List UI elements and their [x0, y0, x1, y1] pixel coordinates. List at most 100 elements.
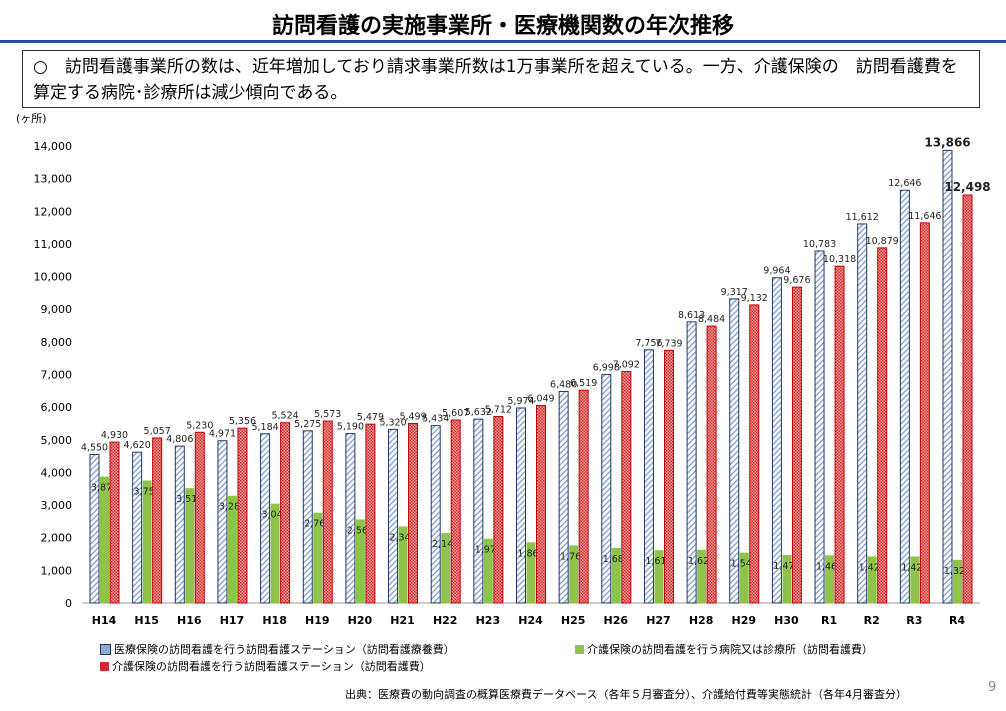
data-label: 5,479	[357, 412, 384, 423]
bar-medical-station	[729, 298, 740, 604]
bar-care-station	[749, 304, 760, 604]
data-label: 5,573	[314, 409, 341, 420]
bar-care-station	[109, 441, 120, 604]
data-label: 10,783	[803, 239, 836, 250]
bar-medical-station	[686, 321, 697, 604]
data-label: 2,345	[389, 532, 416, 543]
data-label: 2,561	[347, 525, 374, 536]
y-axis-unit: (ヶ所)	[16, 112, 47, 125]
data-label: 5,320	[379, 417, 406, 428]
data-label: 9,964	[763, 266, 790, 277]
data-label: 2,767	[304, 519, 331, 530]
bar-care-station	[706, 325, 717, 604]
data-label: 6,998	[593, 363, 620, 374]
bar-care-hospital	[142, 480, 152, 603]
y-tick-label: 4,000	[41, 466, 73, 479]
data-label: 5,434	[422, 414, 449, 425]
x-tick-label: R1	[821, 614, 837, 627]
data-label: 10,879	[866, 236, 899, 247]
data-label: 7,739	[655, 338, 682, 349]
bar-care-station	[877, 247, 888, 604]
data-label: 11,646	[908, 211, 941, 222]
bar-medical-station	[771, 277, 782, 604]
data-label: 5,974	[507, 396, 534, 407]
bar-care-hospital	[697, 549, 707, 603]
bar-care-hospital	[313, 512, 323, 603]
source-note: 出典：医療費の動向調査の概算医療費データベース（各年５月審査分）、介護給付費等実…	[345, 688, 907, 701]
bar-care-hospital	[441, 533, 451, 603]
data-label: 5,712	[485, 405, 512, 416]
data-label: 1,428	[859, 562, 886, 573]
x-tick-label: H26	[604, 614, 629, 627]
bar-care-hospital	[355, 519, 365, 603]
bar-care-station	[791, 286, 802, 604]
legend-label: 介護保険の訪問看護を行う訪問看護ステーション（訪問看護費）	[112, 660, 431, 673]
data-label: 3,752	[134, 487, 161, 498]
bar-care-hospital	[825, 555, 835, 603]
x-tick-label: H27	[646, 614, 671, 627]
data-label: 1,687	[603, 554, 630, 565]
bar-care-station	[237, 427, 248, 604]
legend-label: 医療保険の訪問看護を行う訪問看護ステーション（訪問看護療養費）	[114, 643, 455, 656]
data-label: 3,044	[261, 510, 288, 521]
bar-medical-station	[89, 453, 100, 604]
bar-care-station	[919, 222, 930, 604]
x-tick-label: H20	[348, 614, 373, 627]
data-label: 5,184	[251, 422, 278, 433]
y-tick-label: 11,000	[34, 238, 73, 251]
data-label: 5,190	[337, 422, 364, 433]
data-label: 8,484	[698, 314, 725, 325]
bar-care-hospital	[867, 556, 877, 603]
data-label: 1,617	[645, 556, 672, 567]
legend-label: 介護保険の訪問看護を行う病院又は診療所（訪問看護費）	[587, 643, 873, 656]
data-label: 12,498	[944, 180, 990, 194]
data-label: 4,971	[209, 429, 236, 440]
bar-chart: 0 1,000 2,000 3,000 4,000 5,000 6,000 7,000 8,00…	[34, 135, 991, 627]
bar-care-hospital	[739, 552, 749, 603]
data-label: 4,806	[166, 434, 193, 445]
data-label: 6,519	[570, 378, 597, 389]
y-tick-label: 6,000	[41, 401, 73, 414]
legend-item-medical-station: 医療保険の訪問看護を行う訪問看護ステーション（訪問看護療養費）	[100, 641, 455, 657]
data-label: 9,132	[741, 293, 768, 304]
bar-care-hospital	[611, 547, 621, 603]
bar-medical-station	[558, 390, 569, 604]
x-tick-label: H21	[390, 614, 415, 627]
bar-care-hospital	[483, 538, 493, 603]
page-title: 訪問看護の実施事業所・医療機関数の年次推移	[271, 14, 734, 39]
y-tick-label: 0	[65, 597, 72, 610]
data-label: 2,142	[432, 539, 459, 550]
y-tick-label: 9,000	[41, 303, 73, 316]
bar-medical-station	[942, 149, 953, 604]
bar-care-hospital	[227, 495, 237, 603]
bar-medical-station	[260, 433, 271, 604]
bar-medical-station	[217, 440, 228, 604]
x-tick-label: H28	[689, 614, 714, 627]
data-label: 5,275	[294, 419, 321, 430]
bar-care-station	[365, 423, 376, 604]
bar-medical-station	[132, 451, 143, 604]
x-tick-label: H19	[305, 614, 330, 627]
data-label: 11,612	[846, 212, 879, 223]
data-label: 5,230	[186, 420, 213, 431]
data-label: 4,550	[81, 442, 108, 453]
y-tick-label: 7,000	[41, 369, 73, 382]
y-tick-label: 8,000	[41, 336, 73, 349]
legend-item-care-station: 介護保険の訪問看護を行う訪問看護ステーション（訪問看護費）	[100, 658, 431, 674]
x-tick-label: H25	[561, 614, 586, 627]
data-label: 1,470	[773, 561, 800, 572]
data-label: 7,092	[613, 359, 640, 370]
y-tick-label: 2,000	[41, 532, 73, 545]
bar-medical-station	[899, 189, 910, 604]
bar-care-station	[834, 265, 845, 604]
bar-care-hospital	[526, 542, 536, 603]
bar-care-station	[280, 422, 291, 604]
x-tick-label: H14	[92, 614, 117, 627]
x-tick-label: H29	[731, 614, 756, 627]
bar-care-station	[194, 431, 205, 604]
bar-medical-station	[174, 445, 185, 604]
bar-care-station	[536, 405, 546, 604]
data-label: 1,461	[816, 561, 843, 572]
x-tick-label: R2	[864, 614, 880, 627]
data-label: 5,607	[442, 408, 469, 419]
